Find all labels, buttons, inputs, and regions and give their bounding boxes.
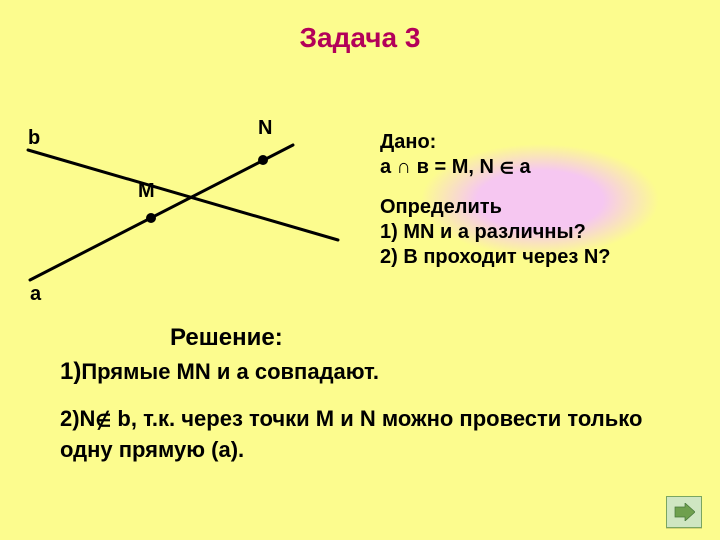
label-N: N [258,117,272,140]
given-q1: 1) МN и а различны? [380,220,700,245]
given-line1-suffix: a [514,156,531,178]
not-element-of-symbol: ∉ [95,410,111,432]
label-b: b [28,127,40,150]
element-of-symbol: ∈ [500,158,514,178]
next-button[interactable] [666,496,702,528]
solution-line-2: 2)N∉ b, т.к. через точки М и N можно про… [60,405,680,464]
label-M: М [138,180,155,203]
given-block: Дано: a ∩ в = М, N ∈ a Определить 1) МN … [380,120,700,280]
diagram-svg [18,125,353,305]
given-determine: Определить [380,195,700,220]
point-N [258,155,268,165]
solution-line2-prefix: 2)N [60,406,95,431]
solution-line1-text: Прямые MN и а совпадают. [81,359,379,384]
given-line-1: a ∩ в = М, N ∈ a [380,155,700,181]
page-title: Задача 3 [0,22,720,54]
solution-line1-num: 1) [60,358,81,385]
line-a [30,145,293,280]
line-b [28,150,338,240]
solution-body: 1)Прямые MN и а совпадают. 2)N∉ b, т.к. … [60,356,680,464]
solution-line-1: 1)Прямые MN и а совпадают. [60,356,680,387]
geometry-diagram: b a М N [18,125,353,305]
given-line1-prefix: a ∩ в = М, N [380,156,500,178]
arrow-right-icon [673,503,695,521]
solution-line2-mid: b, [111,406,143,431]
given-q2: 2) В проходит через N? [380,245,700,270]
point-M [146,213,156,223]
label-a: a [30,283,41,306]
solution-line2-rest: т.к. через точки М и N можно провести то… [60,406,642,462]
given-heading: Дано: [380,130,700,155]
solution-heading: Решение: [170,324,283,352]
